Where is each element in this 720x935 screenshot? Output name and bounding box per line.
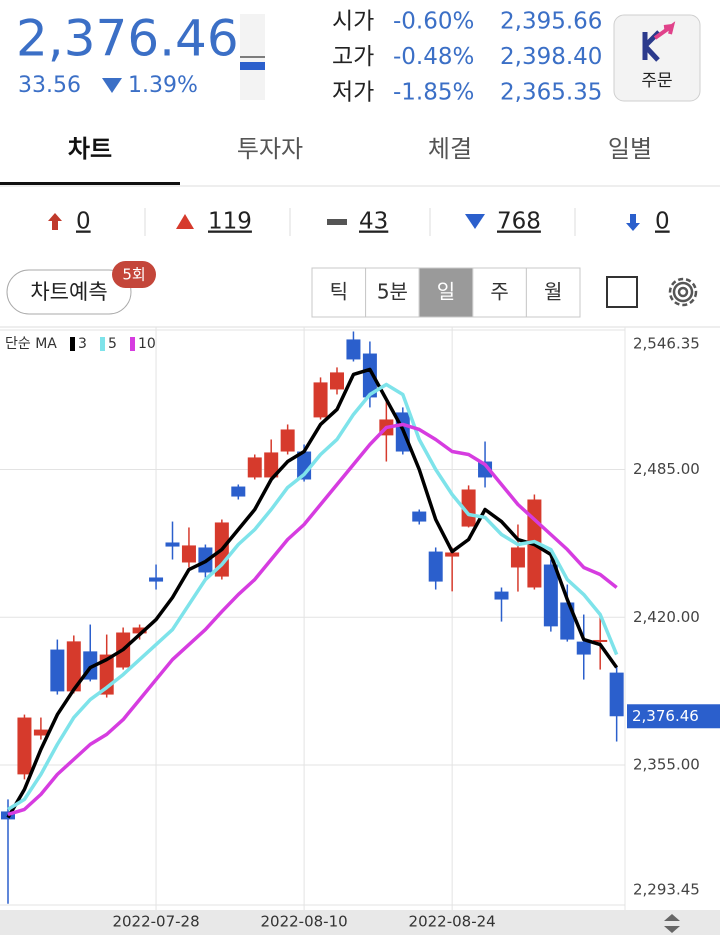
candle-body [362,353,377,398]
candle-body [461,489,476,527]
candle-body [33,729,48,736]
quote-value: 2,365.35 [500,80,602,106]
limit-down-icon [626,214,640,231]
quote-label: 고가 [332,44,374,70]
x-tick-label: 2022-08-10 [261,913,348,931]
candle-body [346,339,361,360]
candle-body [280,429,295,452]
change: 33.56 [18,73,81,98]
legend-swatch [100,337,105,351]
quote-value: 2,398.40 [500,44,602,70]
y-tick-label: 2,293.45 [633,881,700,899]
forecast-button[interactable] [6,269,132,315]
period-button[interactable] [418,267,474,318]
last-price-label: 2,376.46 [632,707,699,725]
breadth-count: 768 [497,209,541,235]
order-label[interactable]: 주문 [641,71,672,91]
up-icon [176,214,194,229]
legend-swatch [70,337,75,351]
period-button[interactable] [472,267,527,318]
candle-body [231,486,246,497]
candle-body [494,591,509,600]
tab[interactable]: 차트 [68,135,112,163]
quote-pct: -0.48% [393,44,474,70]
order-logo-arrow [653,21,676,40]
candle-body [428,551,443,582]
candle-body [510,547,525,568]
x-tick-label: 2022-07-28 [112,913,199,931]
legend-title: 단순 MA [5,336,57,352]
candle-body [66,641,81,692]
forecast-label[interactable]: 차트예측 [30,280,107,304]
candle-body [132,627,147,634]
period-label[interactable]: 주 [490,280,508,304]
period-button[interactable] [525,267,581,318]
candle-body [576,641,591,655]
period-label[interactable]: 월 [544,280,562,304]
candle-body [478,461,493,478]
last-price-tag [627,704,720,729]
candle-body [330,372,344,390]
candle-body [17,717,32,775]
candle-body [165,542,180,547]
period-label[interactable]: 틱 [330,280,348,304]
candle-body [181,545,196,563]
quote-pct: -1.85% [393,80,474,106]
settings-icon[interactable] [668,277,698,307]
tab[interactable]: 투자자 [237,135,303,163]
y-tick-label: 2,355.00 [633,756,700,774]
quote-label: 시가 [332,9,374,35]
legend-label: 5 [108,336,117,352]
limit-up-icon [48,213,62,230]
candle-body [412,511,427,522]
candle-body [247,457,262,478]
breadth-count: 0 [655,209,670,235]
candle-body [593,639,608,642]
breadth-count: 0 [76,209,91,235]
x-tick-label: 2022-08-24 [409,913,496,931]
down-arrow [102,78,122,93]
breadth-count: 43 [359,209,388,235]
candle-body [313,382,328,418]
gauge-bar [240,62,265,70]
forecast-badge-label: 5회 [122,266,145,284]
tab-underline [0,182,180,185]
period-label[interactable]: 일 [437,280,455,304]
quote-label: 저가 [332,80,374,106]
scroll-icon[interactable] [664,914,680,933]
candle-body [543,564,558,627]
moving-average [6,367,619,819]
candle-body [609,672,624,717]
candle-body [445,552,460,557]
legend-swatch [130,337,135,351]
forecast-badge [112,261,156,288]
order-logo [642,30,661,62]
candle-body [264,452,279,478]
breadth-count: 119 [208,209,252,235]
price: 2,376.46 [16,10,239,68]
checkbox[interactable] [606,276,638,308]
legend-label: 10 [138,336,156,352]
tab[interactable]: 일별 [608,135,652,163]
legend-label: 3 [78,336,87,352]
y-tick-label: 2,420.00 [633,608,700,626]
quote-value: 2,395.66 [500,9,602,35]
flat-icon [327,219,347,225]
y-tick-label: 2,485.00 [633,460,700,478]
down-icon [465,214,485,229]
tab[interactable]: 체결 [428,135,472,163]
candle-body [149,577,164,582]
y-tick-label: 2,546.35 [633,335,700,353]
change-pct: 1.39% [128,73,198,98]
period-label[interactable]: 5분 [377,280,408,304]
period-button[interactable] [365,267,420,318]
moving-average [7,382,619,811]
moving-average [7,422,618,817]
period-button[interactable] [311,267,367,318]
candle-body [50,649,65,692]
date-strip [0,910,720,935]
quote-pct: -0.60% [393,9,474,35]
